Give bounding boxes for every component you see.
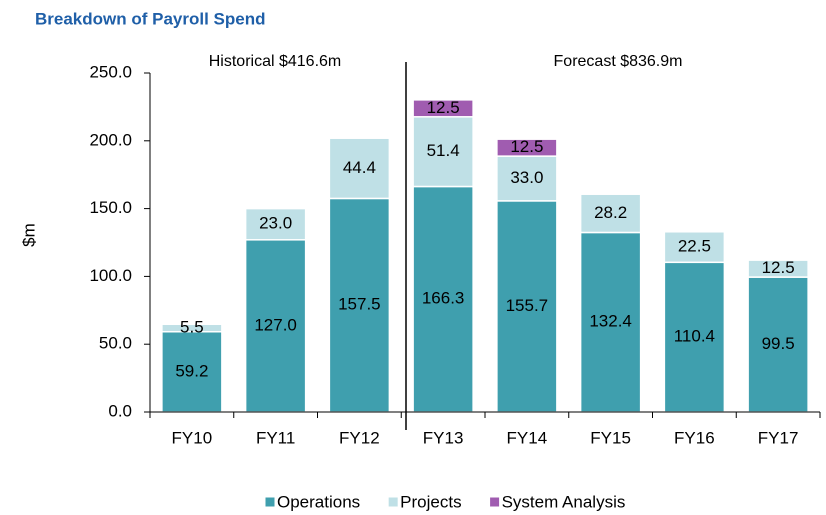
x-tick-label: FY14	[507, 428, 548, 447]
legend-swatch	[489, 496, 501, 508]
data-label: 22.5	[678, 237, 711, 256]
legend-label: Operations	[277, 492, 360, 511]
y-tick-label: 150.0	[89, 198, 132, 217]
x-tick-label: FY17	[758, 428, 799, 447]
y-tick-label: 0.0	[108, 401, 132, 420]
data-label: 51.4	[427, 141, 460, 160]
y-tick-label: 250.0	[89, 62, 132, 81]
data-label: 99.5	[762, 334, 795, 353]
data-label: 28.2	[594, 203, 627, 222]
bar-segment	[663, 231, 726, 264]
legend-label: Projects	[400, 492, 461, 511]
data-label: 44.4	[343, 158, 376, 177]
data-label: 12.5	[427, 98, 460, 117]
bar-segment	[412, 116, 474, 188]
y-tick-label: 50.0	[99, 334, 132, 353]
data-label: 5.5	[180, 317, 204, 336]
y-tick-label: 200.0	[89, 130, 132, 149]
x-tick-label: FY15	[590, 428, 631, 447]
y-axis-label: $m	[19, 223, 38, 247]
bar-segment	[496, 138, 558, 157]
bar-segment	[496, 200, 558, 413]
data-label: 12.5	[510, 137, 543, 156]
bar-segment	[412, 99, 474, 118]
x-tick-label: FY16	[674, 428, 715, 447]
x-tick-label: FY12	[339, 428, 380, 447]
y-tick-label: 100.0	[89, 266, 132, 285]
data-label: 127.0	[254, 315, 297, 334]
bar-segment	[747, 259, 809, 278]
x-tick-label: FY11	[256, 428, 295, 447]
bar-segment	[161, 323, 223, 333]
bar-segment	[328, 137, 391, 200]
legend-swatch	[264, 496, 276, 508]
data-label: 12.5	[762, 258, 795, 277]
annotation: Forecast $836.9m	[554, 53, 683, 70]
data-label: 59.2	[175, 361, 208, 380]
data-label: 132.4	[589, 312, 632, 331]
data-label: 110.4	[674, 327, 715, 346]
bar-segment	[244, 207, 307, 241]
x-tick-label: FY13	[423, 428, 464, 447]
bar-segment	[328, 197, 391, 413]
bar-segment	[579, 193, 642, 234]
bar-segment	[412, 185, 474, 413]
data-label: 155.7	[506, 296, 549, 315]
data-label: 23.0	[259, 214, 292, 233]
x-tick-label: FY10	[172, 428, 213, 447]
annotation: Historical $416.6m	[209, 53, 342, 70]
data-label: 33.0	[510, 168, 543, 187]
data-label: 166.3	[422, 289, 465, 308]
data-label: 157.5	[338, 295, 381, 314]
legend-label: System Analysis	[502, 492, 626, 511]
chart-title: Breakdown of Payroll Spend	[35, 9, 266, 28]
legend-swatch	[387, 496, 399, 508]
